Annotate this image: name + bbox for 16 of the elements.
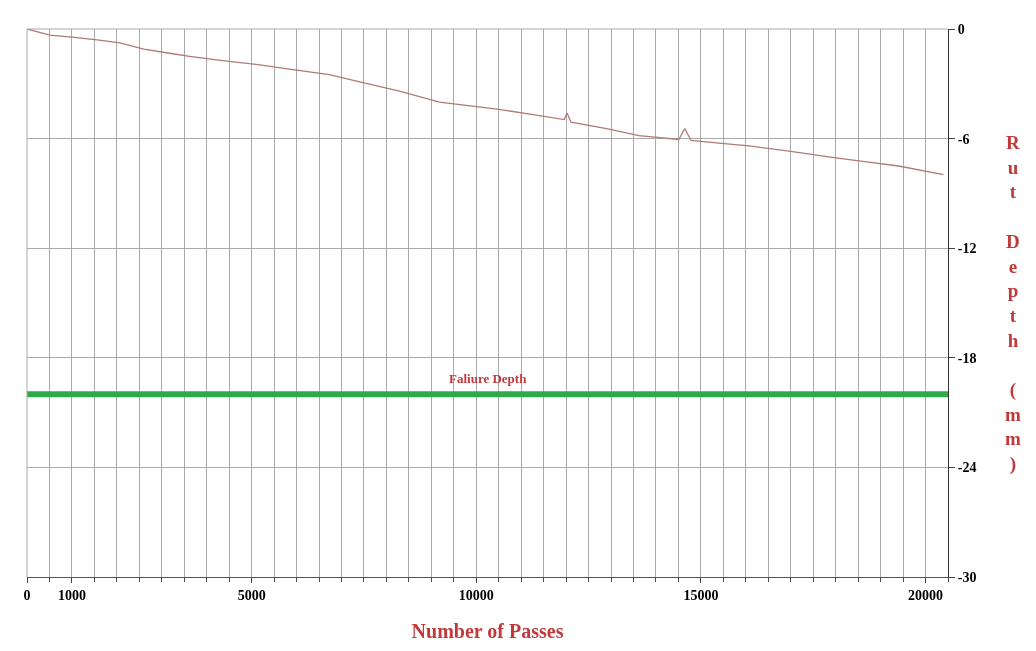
x-axis-title: Number of Passes: [411, 620, 564, 643]
y-tick-label: -6: [957, 131, 970, 147]
x-tick-label: 10000: [458, 587, 494, 603]
x-tick-label: 20000: [908, 587, 944, 603]
x-tick-label: 15000: [683, 587, 719, 603]
x-tick-label: 0: [23, 587, 31, 603]
x-tick-label: 1000: [57, 587, 86, 603]
y-tick-label: -24: [957, 460, 977, 476]
y-tick-label: -12: [957, 241, 977, 257]
ref-line-label: Faliure Depth: [449, 371, 528, 386]
line-series: [27, 29, 945, 176]
y-tick-label: -30: [957, 569, 977, 585]
y-tick-label: -18: [957, 350, 977, 366]
text: Rut Depth (mm): [1005, 132, 1021, 475]
x-tick-label: 5000: [237, 587, 266, 603]
y-tick-label: 0: [957, 21, 965, 37]
